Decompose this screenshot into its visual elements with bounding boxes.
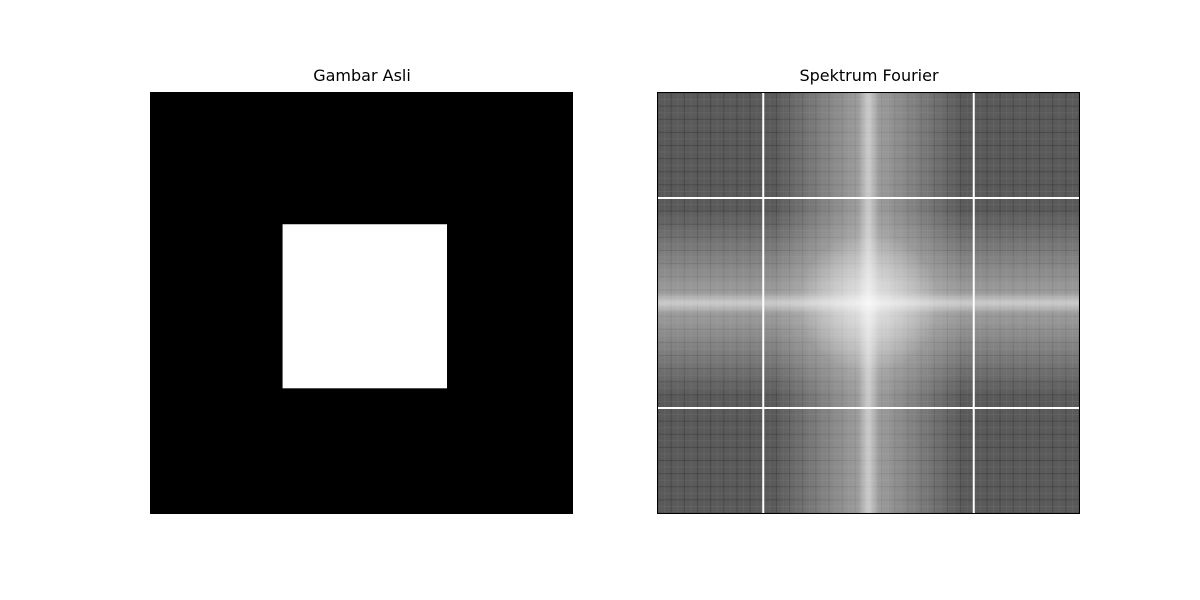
fourier-spectrum-plot: [658, 93, 1079, 513]
fourier-spectrum-axes: [657, 92, 1080, 514]
original-image-title: Gambar Asli: [313, 66, 411, 85]
spectrum-center-glow: [798, 233, 939, 373]
original-image-axes: [150, 92, 573, 514]
fourier-spectrum-bright-lines: [658, 93, 1079, 513]
original-image-plot: [151, 93, 572, 513]
fourier-spectrum-title: Spektrum Fourier: [799, 66, 939, 85]
original-image-square: [282, 224, 448, 389]
